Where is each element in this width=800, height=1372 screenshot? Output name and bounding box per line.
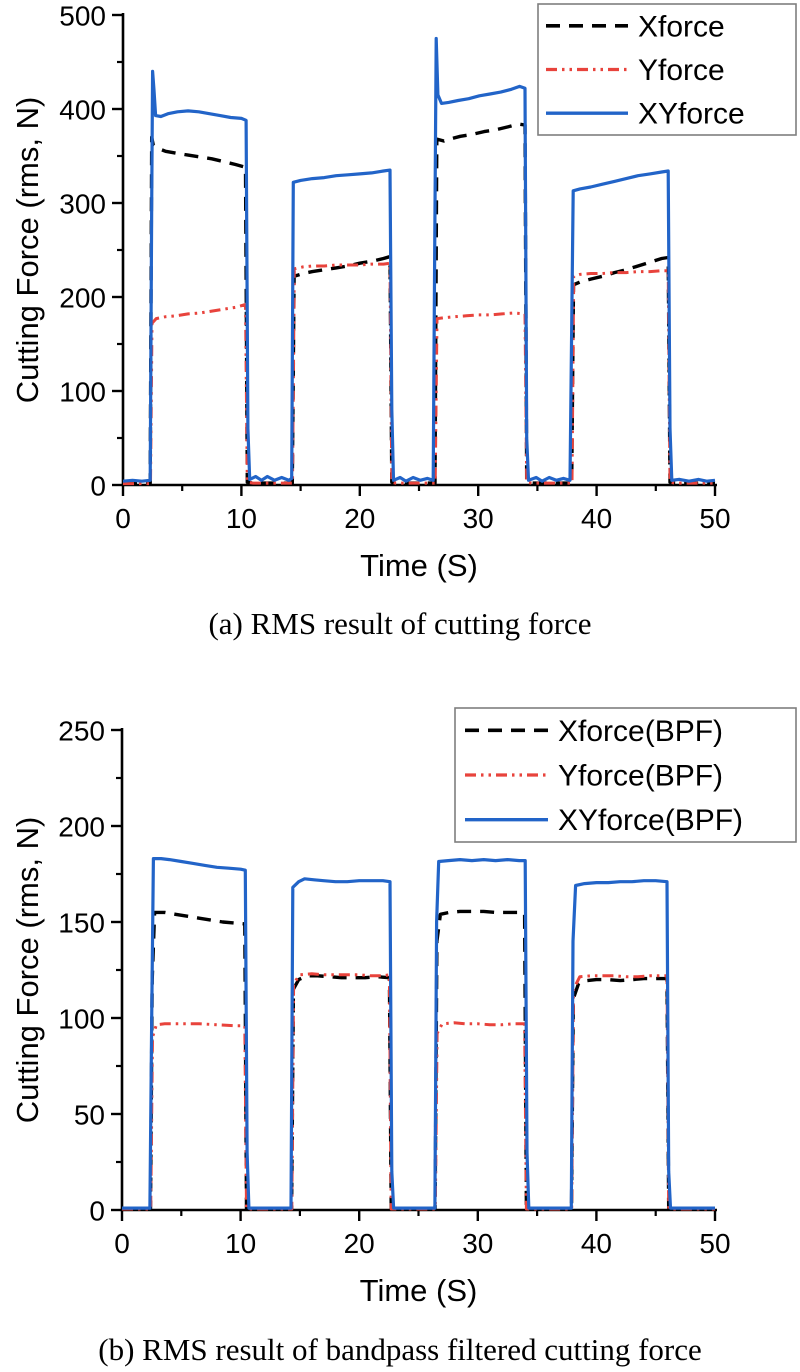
series-yforce [123, 261, 715, 486]
x-tick-label: 20 [344, 1228, 375, 1259]
x-tick-label: 40 [581, 1228, 612, 1259]
x-tick-label: 40 [581, 503, 612, 534]
y-tick-label: 500 [59, 1, 106, 32]
series-xyforcebpf [122, 857, 715, 1210]
chart-rms-bandpass-filtered-cutting-force: 0 10 20 30 40 50 0 50 100 150 200 250 Time (S) Cuttin… [10, 707, 797, 1308]
series-xyforce [122, 36, 716, 483]
x-tick-label: 10 [225, 1228, 256, 1259]
legend: Xforce Yforce XYforce [537, 3, 797, 136]
x-tick-label: 20 [344, 503, 375, 534]
axes: 0 10 20 30 40 50 0 50 100 150 200 250 [58, 716, 730, 1260]
series-xforcebpf [122, 909, 715, 1211]
y-tick-label: 200 [59, 283, 106, 314]
y-tick-label: 50 [74, 1100, 105, 1131]
caption-b: (b) RMS result of bandpass filtered cutt… [98, 1332, 702, 1367]
x-tick-label: 0 [115, 503, 131, 534]
y-tick-label: 100 [59, 377, 106, 408]
y-axis-label: Cutting Force (rms, N) [10, 97, 45, 404]
y-axis-label: Cutting Force (rms, N) [10, 817, 45, 1124]
y-tick-label: 0 [90, 471, 106, 502]
legend-label: XYforce [638, 98, 745, 131]
x-tick-label: 10 [226, 503, 257, 534]
x-tick-label: 30 [463, 503, 494, 534]
legend-label: Yforce [638, 54, 725, 87]
legend-label: Xforce(BPF) [558, 715, 723, 748]
series-yforcebpf [122, 972, 715, 1211]
x-tick-label: 30 [462, 1228, 493, 1259]
legend-label: XYforce(BPF) [558, 804, 743, 837]
legend: Xforce(BPF) Yforce(BPF) XYforce(BPF) [454, 707, 797, 843]
x-tick-label: 0 [114, 1228, 130, 1259]
y-tick-label: 250 [58, 716, 105, 747]
legend-label: Yforce(BPF) [558, 760, 723, 793]
y-tick-label: 0 [89, 1196, 105, 1227]
y-tick-label: 200 [58, 812, 105, 843]
x-tick-label: 50 [699, 1228, 730, 1259]
legend-label: Xforce [638, 10, 725, 43]
y-tick-label: 150 [58, 908, 105, 939]
y-tick-label: 400 [59, 95, 106, 126]
y-tick-label: 100 [58, 1004, 105, 1035]
x-tick-label: 50 [699, 503, 730, 534]
x-axis-label: Time (S) [360, 548, 478, 583]
y-tick-label: 300 [59, 189, 106, 220]
caption-a: (a) RMS result of cutting force [208, 606, 592, 641]
x-axis-label: Time (S) [360, 1273, 478, 1308]
